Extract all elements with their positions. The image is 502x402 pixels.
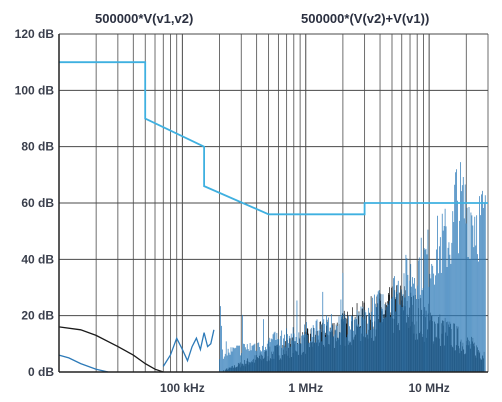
legend-entry-2: 500000*(V(v2)+V(v1)): [301, 11, 429, 26]
x-tick-label: 100 kHz: [160, 381, 205, 395]
y-tick-label: 20 dB: [21, 309, 54, 323]
x-tick-labels: 100 kHz 1 MHz 10 MHz: [160, 381, 450, 395]
x-tick-label: 1 MHz: [288, 381, 323, 395]
y-tick-label: 0 dB: [28, 365, 54, 379]
series-lines: [58, 61, 488, 373]
y-tick-label: 80 dB: [21, 140, 54, 154]
x-tick-label: 10 MHz: [408, 381, 449, 395]
series-line-3: [58, 354, 109, 373]
y-tick-labels: 0 dB 20 dB 40 dB 60 dB 80 dB 100 dB 120 dB: [15, 27, 55, 379]
spectrum-fill: [219, 162, 486, 372]
series-line-2: [58, 326, 164, 373]
y-tick-label: 120 dB: [15, 27, 55, 41]
y-tick-label: 100 dB: [15, 83, 55, 97]
legend-entry-1: 500000*V(v1,v2): [95, 11, 193, 26]
series-line-1: [59, 61, 488, 216]
series-line-4: [162, 329, 215, 367]
y-tick-label: 40 dB: [21, 252, 54, 266]
axes: [58, 34, 488, 373]
y-tick-label: 60 dB: [21, 196, 54, 210]
